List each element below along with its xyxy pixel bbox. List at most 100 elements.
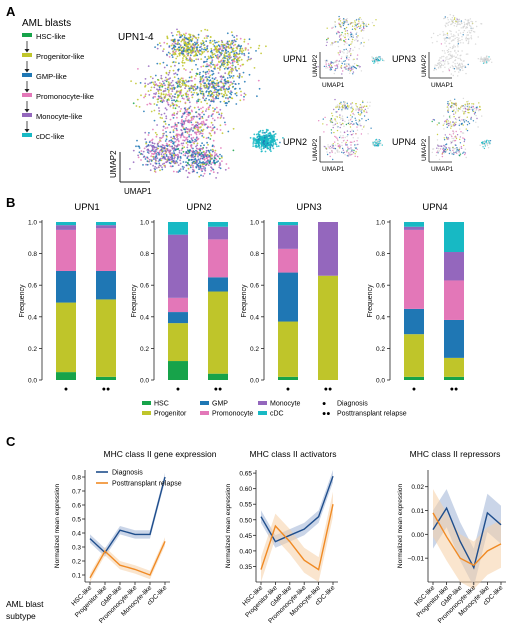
umap-point (196, 39, 199, 41)
umap-point (215, 49, 218, 51)
umap-point (378, 141, 380, 144)
umap-point (175, 171, 178, 173)
umap-point (162, 93, 165, 96)
umap-point (205, 151, 208, 154)
umap-point (160, 153, 163, 156)
umap-point (438, 150, 441, 152)
umap-point (253, 137, 256, 140)
umap-point (219, 61, 222, 63)
umap-point (164, 76, 167, 79)
umap-point (210, 49, 213, 52)
umap-point (150, 144, 152, 147)
umap-point (151, 142, 154, 145)
umap-point (373, 62, 375, 64)
umap-point (165, 71, 168, 74)
umap-point (431, 151, 433, 154)
umap-point (357, 25, 360, 28)
bar-segment (208, 291, 228, 374)
umap-point (349, 119, 352, 121)
hierarchy-label: GMP-like (36, 72, 67, 81)
umap-point (148, 141, 151, 144)
umap-point (336, 64, 338, 66)
umap-point (457, 110, 459, 112)
umap-point (237, 82, 240, 85)
umap-point (356, 148, 358, 150)
umap-point (454, 59, 456, 62)
umap-point (346, 42, 348, 44)
umap-point (453, 153, 455, 156)
umap-point (146, 163, 149, 166)
umap-point (186, 144, 189, 146)
umap-point (452, 110, 455, 112)
umap-point (184, 87, 187, 90)
umap-point (167, 157, 170, 160)
umap-point (140, 159, 142, 161)
umap-point (339, 103, 341, 105)
umap-point (174, 64, 176, 67)
umap-point (207, 116, 210, 118)
umap-point (214, 152, 216, 154)
umap-point (222, 82, 224, 85)
umap-small-ylabel: UMAP2 (312, 138, 319, 161)
umap-point (180, 152, 183, 155)
bar-y-label: Frequency (367, 284, 374, 318)
umap-point (217, 56, 219, 58)
umap-point (338, 54, 340, 56)
umap-point (464, 148, 467, 150)
umap-point (198, 113, 201, 116)
umap-point (233, 36, 236, 38)
umap-point (205, 97, 208, 100)
umap-point (350, 134, 353, 136)
umap-point (468, 21, 470, 24)
umap-point (326, 151, 328, 153)
umap-point (146, 160, 149, 163)
umap-point (470, 105, 473, 108)
umap-point (173, 144, 176, 147)
umap-point (456, 62, 459, 64)
umap-point (339, 145, 341, 148)
umap-point (351, 120, 353, 123)
umap-point (225, 97, 227, 99)
umap-point (437, 34, 439, 37)
umap-point (342, 35, 344, 37)
umap-point (209, 132, 212, 135)
umap-point (206, 80, 208, 82)
umap-point (356, 140, 358, 142)
umap-point (345, 19, 347, 21)
umap-point (132, 161, 135, 164)
umap-point (213, 161, 215, 164)
umap-point (231, 62, 234, 64)
umap-point (354, 117, 356, 120)
umap-point (336, 122, 338, 125)
umap-point (176, 133, 179, 136)
bar-legend-swatch (200, 411, 209, 415)
umap-point (175, 99, 178, 102)
umap-point (234, 49, 237, 52)
umap-point (139, 82, 142, 84)
umap-point (236, 75, 239, 78)
umap-point (478, 102, 480, 104)
bar-segment (444, 357, 464, 377)
umap-point (445, 143, 448, 145)
umap-point (247, 56, 250, 58)
umap-point (199, 49, 202, 52)
umap-point (367, 118, 369, 121)
umap-point (170, 104, 172, 107)
umap-point (192, 130, 194, 132)
umap-point (197, 44, 200, 46)
umap-point (454, 139, 457, 142)
umap-point (358, 119, 360, 121)
umap-point (156, 133, 158, 136)
umap-point (467, 107, 469, 109)
umap-point (176, 158, 179, 160)
umap-point (166, 159, 169, 161)
umap-point (158, 88, 161, 91)
umap-point (448, 152, 451, 155)
umap-point (185, 142, 188, 144)
umap-point (339, 147, 341, 149)
umap-point (192, 115, 195, 118)
umap-point (282, 137, 284, 139)
umap-point (172, 69, 175, 72)
umap-point (365, 119, 367, 122)
